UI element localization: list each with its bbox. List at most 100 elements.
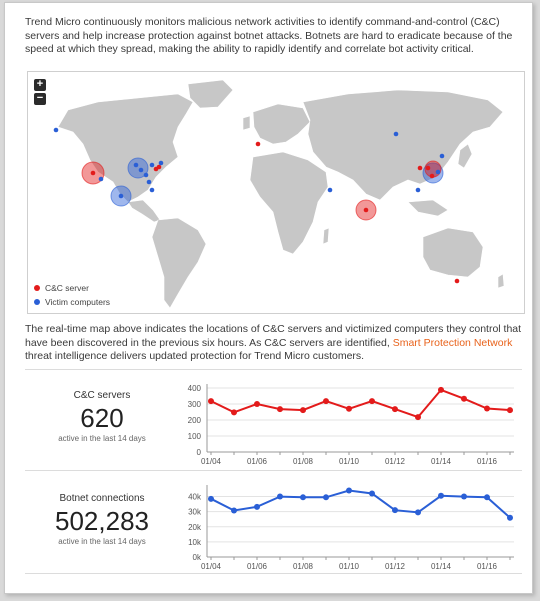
x-tick-label: 01/10 bbox=[339, 562, 360, 571]
zoom-in-button[interactable]: + bbox=[34, 79, 46, 91]
central-america bbox=[127, 199, 161, 223]
x-tick-label: 01/06 bbox=[247, 562, 268, 571]
data-point bbox=[254, 401, 260, 407]
data-point bbox=[392, 507, 398, 514]
description-text-after: threat intelligence delivers updated pro… bbox=[25, 350, 365, 362]
cnc-servers-value: 620 bbox=[80, 403, 124, 433]
uk bbox=[242, 115, 251, 131]
cnc-dot bbox=[255, 141, 261, 147]
legend-label-cnc: C&C server bbox=[45, 283, 89, 293]
y-tick-label: 0k bbox=[193, 553, 202, 562]
zoom-out-button[interactable]: − bbox=[34, 93, 46, 105]
victim-dot bbox=[118, 193, 124, 199]
x-tick-label: 01/06 bbox=[247, 457, 268, 466]
australia bbox=[422, 227, 484, 278]
victim-dot bbox=[435, 169, 441, 175]
data-point bbox=[461, 395, 467, 402]
activity-dots bbox=[53, 127, 460, 284]
data-point bbox=[415, 414, 421, 421]
cnc-dot bbox=[429, 173, 435, 179]
botnet-connections-stat: Botnet connections 502,283 active in the… bbox=[27, 493, 177, 546]
zoom-in-icon: + bbox=[36, 78, 44, 90]
cnc-servers-sub: active in the last 14 days bbox=[58, 434, 146, 443]
asia bbox=[302, 89, 504, 201]
x-tick-label: 01/12 bbox=[385, 562, 406, 571]
botnet-connections-label: Botnet connections bbox=[59, 493, 145, 504]
africa bbox=[249, 151, 329, 255]
cnc-dot bbox=[454, 278, 460, 284]
y-tick-label: 20k bbox=[188, 523, 202, 532]
divider bbox=[25, 369, 522, 370]
victim-dot bbox=[146, 179, 152, 185]
data-point bbox=[507, 407, 513, 414]
intro-text: Trend Micro continuously monitors malici… bbox=[25, 16, 513, 55]
victim-dot bbox=[439, 153, 445, 159]
cnc-dot bbox=[363, 207, 369, 213]
y-tick-label: 100 bbox=[188, 432, 202, 441]
south-america bbox=[151, 217, 207, 309]
data-point bbox=[369, 490, 375, 497]
x-tick-label: 01/04 bbox=[201, 562, 222, 571]
y-tick-label: 400 bbox=[188, 384, 202, 393]
series-line bbox=[210, 388, 511, 419]
world-map-canvas[interactable] bbox=[28, 72, 524, 313]
data-point bbox=[208, 398, 214, 405]
data-point bbox=[231, 409, 237, 416]
victim-dot bbox=[138, 167, 144, 173]
smart-protection-network-link[interactable]: Smart Protection Network bbox=[392, 336, 513, 349]
x-tick-label: 01/08 bbox=[293, 457, 314, 466]
cnc-dot bbox=[425, 165, 431, 171]
data-point bbox=[300, 494, 306, 501]
botnet-panel: Trend Micro continuously monitors malici… bbox=[4, 2, 533, 594]
x-tick-label: 01/08 bbox=[293, 562, 314, 571]
botnet-connections-chart: 0k 10k 20k 30k 40k 01/04 01/06 01/08 01/10 01/12 0… bbox=[188, 485, 514, 571]
y-tick-label: 10k bbox=[188, 538, 202, 547]
x-tick-label: 01/16 bbox=[477, 457, 498, 466]
victim-dot bbox=[98, 176, 104, 182]
data-point bbox=[254, 503, 260, 510]
legend-label-victim: Victim computers bbox=[45, 297, 111, 307]
data-point bbox=[438, 492, 444, 499]
botnet-connections-sub: active in the last 14 days bbox=[58, 537, 146, 546]
y-tick-label: 200 bbox=[188, 416, 202, 425]
japan bbox=[457, 143, 473, 169]
data-point bbox=[484, 405, 490, 412]
divider bbox=[25, 573, 522, 574]
x-tick-label: 01/16 bbox=[477, 562, 498, 571]
victim-cluster-us-central[interactable] bbox=[127, 157, 149, 179]
cnc-servers-stat: C&C servers 620 active in the last 14 da… bbox=[27, 390, 177, 443]
x-tick-label: 01/12 bbox=[385, 457, 406, 466]
data-point bbox=[346, 487, 352, 494]
divider bbox=[25, 470, 522, 471]
europe bbox=[252, 103, 311, 145]
cnc-servers-chart: 0 100 200 300 400 01/04 01/06 01/08 01/10 01/12 01… bbox=[188, 384, 514, 466]
description-text-before: The real-time map above indicates the lo… bbox=[25, 323, 522, 349]
cnc-servers-label: C&C servers bbox=[73, 390, 131, 401]
north-america bbox=[57, 93, 194, 203]
se-asia-islands bbox=[407, 199, 449, 217]
victim-dot bbox=[143, 172, 149, 178]
data-point bbox=[300, 407, 306, 414]
cnc-dot bbox=[156, 164, 162, 170]
blue-dot-icon bbox=[34, 299, 40, 305]
data-point bbox=[392, 406, 398, 413]
x-tick-label: 01/04 bbox=[201, 457, 222, 466]
map-description: The real-time map above indicates the lo… bbox=[25, 323, 530, 364]
cnc-dot bbox=[417, 165, 423, 171]
data-point bbox=[415, 509, 421, 516]
x-tick-label: 01/14 bbox=[431, 457, 452, 466]
y-tick-label: 0 bbox=[197, 448, 202, 457]
x-tick-label: 01/14 bbox=[431, 562, 452, 571]
victim-dot bbox=[149, 187, 155, 193]
data-point bbox=[323, 494, 329, 501]
x-tick-label: 01/10 bbox=[339, 457, 360, 466]
red-dot-icon bbox=[34, 285, 40, 291]
victim-dot bbox=[327, 187, 333, 193]
series-line bbox=[210, 489, 511, 519]
data-point bbox=[507, 514, 513, 521]
world-map[interactable]: + − C&C server Victim computers bbox=[27, 71, 525, 314]
data-point bbox=[438, 386, 444, 393]
land-masses bbox=[57, 79, 505, 309]
victim-dot bbox=[158, 160, 164, 166]
victim-dot bbox=[149, 162, 155, 168]
